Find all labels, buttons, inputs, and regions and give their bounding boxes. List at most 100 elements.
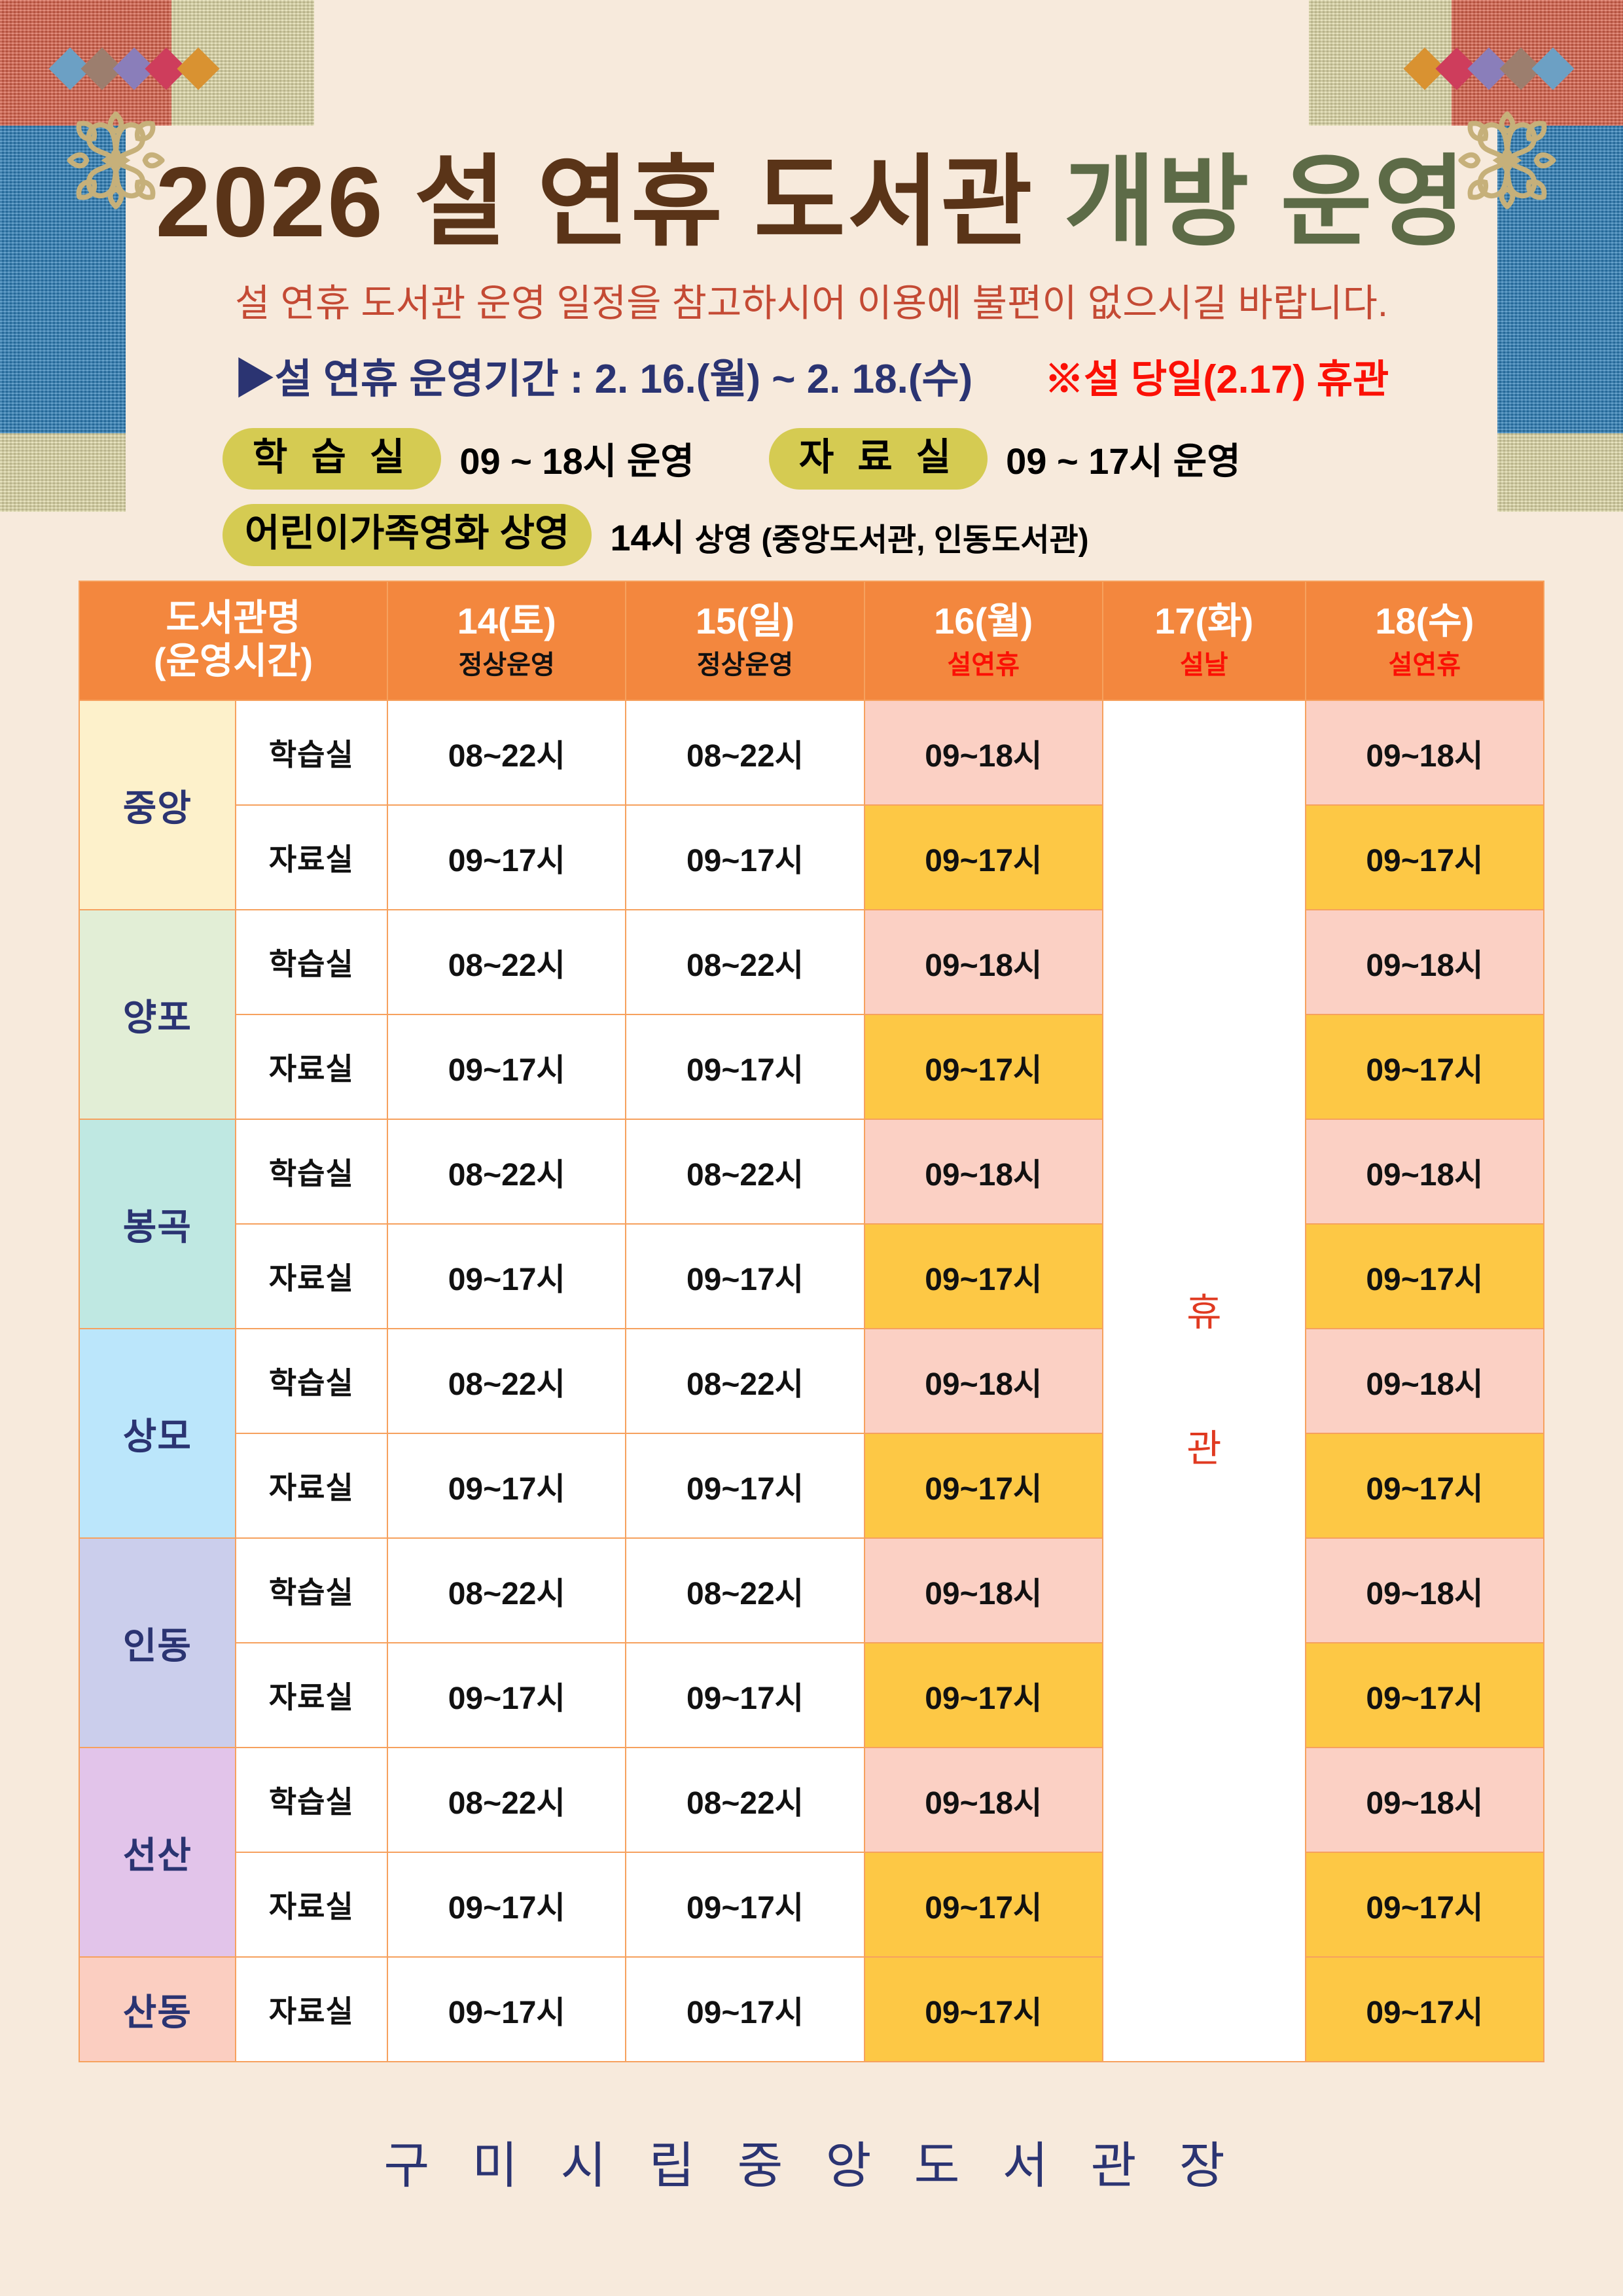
hours-cell-18: 09~18시: [1304, 1747, 1545, 1854]
room-type-cell: 학습실: [234, 1537, 389, 1644]
period-row: ▶설 연휴 운영기간 : 2. 16.(월) ~ 2. 18.(수) ※설 당일…: [79, 346, 1544, 404]
table-row: 상모 학습실 08~22시 08~22시 09~18시 09~18시: [79, 1328, 1545, 1539]
table-row: 자료실 09~17시 09~17시 09~17시 09~17시: [79, 1642, 1545, 1749]
header-library-column: 도서관명 (운영시간): [78, 580, 389, 702]
badge-line-family-movie: 어린이가족영화 상영 14시 상영 (중앙도서관, 인동도서관): [223, 504, 1544, 566]
hours-cell-18: 09~18시: [1304, 1119, 1545, 1225]
hours-cell-15: 08~22시: [625, 700, 865, 806]
page-subtitle: 설 연휴 도서관 운영 일정을 참고하시어 이용에 불편이 없으시길 바랍니다.: [235, 281, 1388, 325]
hours-cell-18: 09~18시: [1304, 700, 1545, 806]
hours-cell-15: 08~22시: [625, 1328, 865, 1435]
room-type-cell: 자료실: [234, 804, 389, 911]
hours-cell-14: 08~22시: [387, 909, 627, 1016]
header-day-15-note: 정상운영: [696, 651, 794, 680]
hours-cell-16: 09~17시: [863, 1852, 1103, 1958]
header-day-16-note: 설연휴: [947, 651, 1020, 680]
table-row: 자료실 09~17시 09~17시 09~17시 09~17시: [79, 1852, 1545, 1958]
header-day-14-note: 정상운영: [458, 651, 555, 680]
badge-family-movie-locations: 상영 (중앙도서관, 인동도서관): [694, 523, 1089, 558]
hours-cell-18: 09~17시: [1304, 1956, 1545, 2063]
table-body: 중앙 학습실 08~22시 08~22시 09~18시 휴 관 09~18시 자…: [79, 700, 1545, 2063]
header-day-15: 15(일) 정상운영: [625, 580, 865, 702]
hours-cell-14: 08~22시: [387, 1328, 627, 1435]
library-name-cell: 중앙: [79, 700, 236, 911]
badge-line-study-room: 학 습 실 09 ~ 18시 운영 자 료 실 09 ~ 17시 운영: [223, 427, 1544, 490]
room-type-cell: 자료실: [234, 1956, 389, 2063]
hours-cell-14: 08~22시: [387, 700, 627, 806]
hours-cell-14: 09~17시: [387, 1642, 627, 1749]
hours-cell-15: 08~22시: [625, 1119, 865, 1225]
header-library-hours: (운영시간): [153, 640, 313, 682]
hours-cell-18: 09~18시: [1304, 909, 1545, 1016]
room-type-cell: 학습실: [234, 1328, 389, 1435]
room-type-cell: 학습실: [234, 700, 389, 806]
hours-cell-15: 09~17시: [625, 1223, 865, 1330]
closed-char-2: 관: [1186, 1427, 1222, 1471]
header-day-15-date: 15(일): [695, 600, 794, 641]
schedule-table-wrapper: 도서관명 (운영시간) 14(토) 정상운영 15(일) 정상운영 16(월) …: [78, 580, 1545, 2063]
hours-cell-18: 09~17시: [1304, 804, 1545, 911]
library-name-cell: 인동: [79, 1537, 236, 1749]
header-day-18-date: 18(수): [1375, 600, 1474, 641]
library-name-cell: 양포: [79, 909, 236, 1121]
holiday-closed-note: ※설 당일(2.17) 휴관: [1044, 357, 1389, 401]
hours-cell-18: 09~17시: [1304, 1852, 1545, 1958]
hours-cell-16: 09~18시: [863, 1328, 1103, 1435]
room-type-cell: 자료실: [234, 1852, 389, 1958]
hours-cell-15: 09~17시: [625, 804, 865, 911]
badge-reading-room: 자 료 실: [768, 427, 988, 490]
hours-cell-14: 09~17시: [387, 1852, 627, 1958]
hours-cell-14: 09~17시: [387, 1433, 627, 1539]
library-name-cell: 봉곡: [79, 1119, 236, 1330]
hours-cell-14: 08~22시: [387, 1119, 627, 1225]
room-type-cell: 학습실: [234, 1119, 389, 1225]
hours-cell-16: 09~17시: [863, 1956, 1103, 2063]
page-title-secondary: 개방 운영: [1063, 147, 1468, 258]
badge-reading-room-hours: 09 ~ 17시 운영: [1006, 440, 1241, 482]
hours-cell-14: 09~17시: [387, 804, 627, 911]
hours-cell-18: 09~17시: [1304, 1433, 1545, 1539]
hours-cell-14: 09~17시: [387, 1014, 627, 1121]
hours-cell-16: 09~18시: [863, 909, 1103, 1016]
hours-cell-18: 09~17시: [1304, 1642, 1545, 1749]
library-name-cell: 선산: [79, 1747, 236, 1958]
hours-cell-15: 09~17시: [625, 1014, 865, 1121]
page-title: 2026 설 연휴 도서관 개방 운영: [79, 0, 1544, 255]
closed-char-1: 휴: [1186, 1291, 1222, 1335]
hours-cell-14: 08~22시: [387, 1537, 627, 1644]
table-row: 자료실 09~17시 09~17시 09~17시 09~17시: [79, 804, 1545, 911]
hours-cell-15: 08~22시: [625, 1747, 865, 1854]
table-row: 인동 학습실 08~22시 08~22시 09~18시 09~18시: [79, 1537, 1545, 1749]
closed-cell-17: 휴 관: [1101, 700, 1306, 2063]
hours-cell-16: 09~17시: [863, 804, 1103, 911]
badge-family-movie-time: 14시: [610, 517, 685, 559]
badge-study-room: 학 습 실: [223, 427, 442, 490]
operating-period-text: ▶설 연휴 운영기간 : 2. 16.(월) ~ 2. 18.(수): [234, 356, 973, 402]
table-header: 도서관명 (운영시간) 14(토) 정상운영 15(일) 정상운영 16(월) …: [78, 580, 1545, 702]
hours-cell-15: 09~17시: [625, 1956, 865, 2063]
hours-cell-16: 09~17시: [863, 1433, 1103, 1539]
header-day-18-note: 설연휴: [1388, 651, 1461, 680]
table-header-row: 도서관명 (운영시간) 14(토) 정상운영 15(일) 정상운영 16(월) …: [78, 580, 1545, 702]
library-name-cell: 상모: [79, 1328, 236, 1539]
table-row: 자료실 09~17시 09~17시 09~17시 09~17시: [79, 1223, 1545, 1330]
room-type-cell: 자료실: [234, 1433, 389, 1539]
hours-cell-16: 09~18시: [863, 1747, 1103, 1854]
badge-section: 학 습 실 09 ~ 18시 운영 자 료 실 09 ~ 17시 운영 어린이가…: [79, 427, 1544, 566]
header-library-name: 도서관명: [166, 596, 301, 638]
header-day-16-date: 16(월): [934, 600, 1033, 641]
hours-cell-16: 09~18시: [863, 1537, 1103, 1644]
room-type-cell: 학습실: [234, 1747, 389, 1854]
hours-cell-16: 09~17시: [863, 1642, 1103, 1749]
table-row: 자료실 09~17시 09~17시 09~17시 09~17시: [79, 1014, 1545, 1121]
badge-family-movie-info: 14시 상영 (중앙도서관, 인동도서관): [610, 509, 1088, 562]
table-row: 산동 자료실 09~17시 09~17시 09~17시 09~17시: [79, 1956, 1545, 2063]
header-day-14-date: 14(토): [457, 600, 556, 641]
hours-cell-15: 08~22시: [625, 909, 865, 1016]
hours-cell-14: 09~17시: [387, 1223, 627, 1330]
hours-cell-15: 09~17시: [625, 1642, 865, 1749]
hours-cell-18: 09~18시: [1304, 1537, 1545, 1644]
hours-cell-14: 08~22시: [387, 1747, 627, 1854]
hours-cell-16: 09~17시: [863, 1223, 1103, 1330]
hours-cell-15: 08~22시: [625, 1537, 865, 1644]
